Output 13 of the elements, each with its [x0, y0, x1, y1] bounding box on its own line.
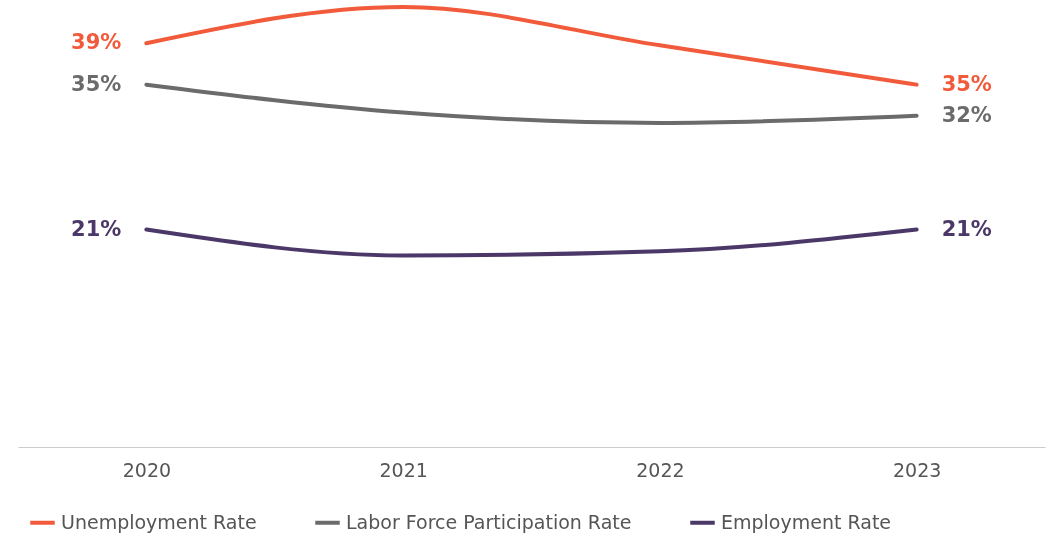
x-tick-label: 2020 — [122, 458, 172, 481]
data-label: 35% — [941, 71, 992, 96]
data-label: 35% — [71, 71, 122, 96]
legend-label: Unemployment Rate — [61, 510, 257, 533]
legend-label: Employment Rate — [721, 510, 892, 533]
data-label: 21% — [71, 216, 122, 241]
data-label: 32% — [941, 102, 992, 127]
x-tick-label: 2021 — [379, 458, 428, 481]
x-tick-label: 2022 — [636, 458, 685, 481]
x-tick-label: 2023 — [892, 458, 942, 481]
legend-label: Labor Force Participation Rate — [346, 510, 632, 533]
data-label: 21% — [941, 216, 992, 241]
data-label: 39% — [71, 30, 122, 55]
